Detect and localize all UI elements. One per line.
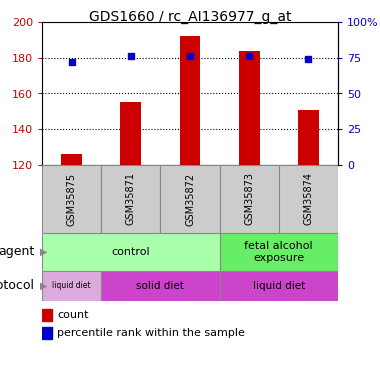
Text: GSM35871: GSM35871 <box>126 172 136 225</box>
Bar <box>42 309 52 321</box>
Text: ▶: ▶ <box>40 281 48 291</box>
Bar <box>160 165 220 233</box>
Text: protocol: protocol <box>0 279 35 292</box>
Text: solid diet: solid diet <box>136 281 184 291</box>
Bar <box>239 51 260 165</box>
Text: GDS1660 / rc_AI136977_g_at: GDS1660 / rc_AI136977_g_at <box>89 10 291 24</box>
Text: fetal alcohol
exposure: fetal alcohol exposure <box>244 241 313 263</box>
Bar <box>42 327 52 339</box>
Text: GSM35872: GSM35872 <box>185 172 195 225</box>
Bar <box>120 102 141 165</box>
Bar <box>42 165 101 233</box>
Text: percentile rank within the sample: percentile rank within the sample <box>57 328 245 338</box>
Bar <box>101 165 160 233</box>
Bar <box>61 154 82 165</box>
Text: GSM35873: GSM35873 <box>244 172 254 225</box>
Bar <box>42 271 101 301</box>
Text: GSM35875: GSM35875 <box>66 172 77 225</box>
Bar <box>279 165 338 233</box>
Text: ▶: ▶ <box>40 247 48 257</box>
Bar <box>220 271 338 301</box>
Text: control: control <box>111 247 150 257</box>
Text: liquid diet: liquid diet <box>52 282 91 291</box>
Text: count: count <box>57 310 89 320</box>
Bar <box>180 36 200 165</box>
Text: liquid diet: liquid diet <box>253 281 305 291</box>
Text: GSM35874: GSM35874 <box>303 172 314 225</box>
Bar <box>101 271 220 301</box>
Bar <box>220 233 338 271</box>
Bar <box>42 233 220 271</box>
Bar <box>298 110 319 165</box>
Text: agent: agent <box>0 246 35 258</box>
Bar <box>220 165 279 233</box>
